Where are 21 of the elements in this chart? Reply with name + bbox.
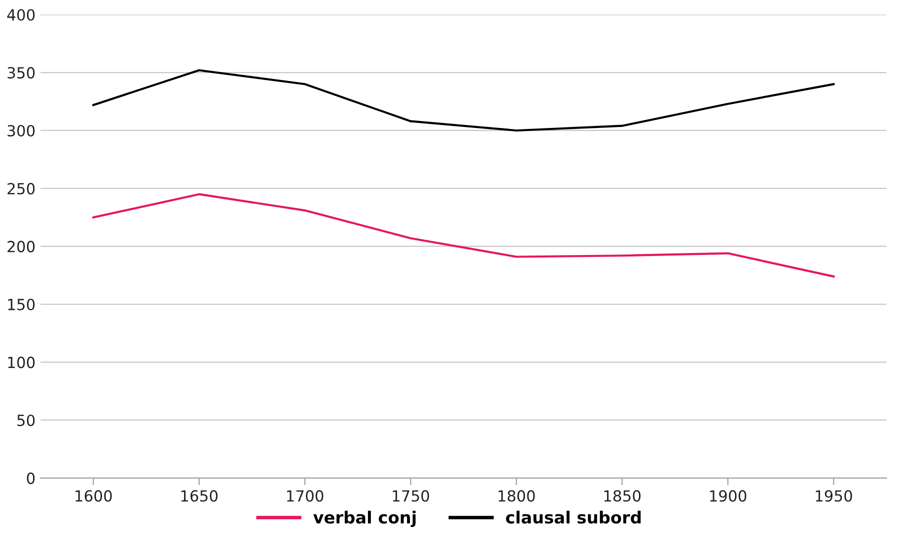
y-tick-label: 100 <box>8 356 35 368</box>
x-tick-label: 1700 <box>287 490 324 502</box>
legend-label: verbal conj <box>313 510 416 527</box>
x-tick-label: 1950 <box>816 490 852 502</box>
x-tick-label: 1750 <box>392 490 430 502</box>
y-tick-label: 300 <box>8 124 35 137</box>
line-series <box>92 69 835 132</box>
y-tick-label: 0 <box>26 472 35 484</box>
y-tick-label: 350 <box>8 67 35 79</box>
y-tick-label: 50 <box>17 414 35 426</box>
y-tick-label: 200 <box>8 240 35 252</box>
x-tick-label: 1850 <box>604 490 641 502</box>
x-tick-label: 1800 <box>498 490 535 502</box>
y-tick-label: 250 <box>8 182 35 194</box>
y-tick-label: 150 <box>8 298 35 310</box>
x-tick-label: 1900 <box>710 490 746 502</box>
x-tick-label: 1600 <box>76 490 112 502</box>
line-series <box>92 193 835 278</box>
y-tick-label: 400 <box>7 9 35 21</box>
legend-label: clausal subord <box>506 510 641 524</box>
x-tick-label: 1650 <box>181 490 218 502</box>
